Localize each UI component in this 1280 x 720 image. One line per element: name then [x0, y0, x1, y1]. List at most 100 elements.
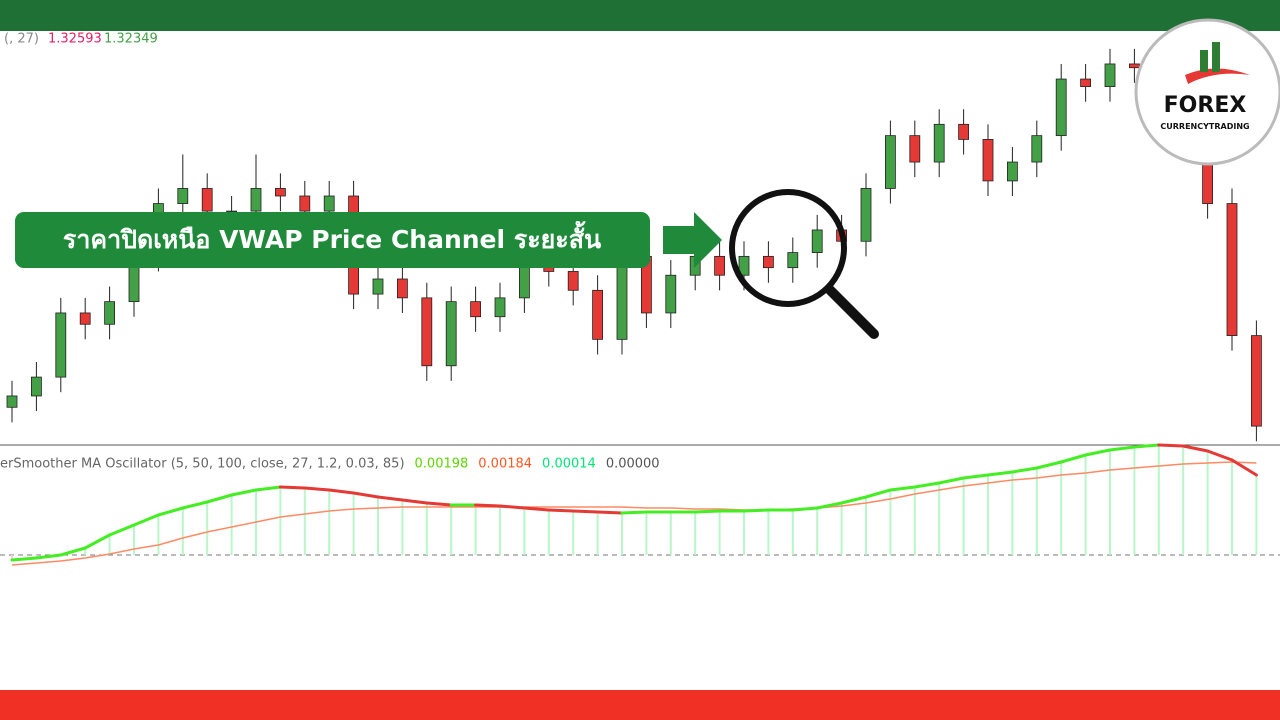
main-line-segment [913, 481, 941, 489]
oscillator-value: 0.00000 [606, 457, 660, 472]
candle-body [1104, 63, 1116, 87]
main-line-segment [230, 488, 258, 497]
main-line-segment [791, 506, 819, 512]
candle-body [1031, 135, 1043, 163]
legend-prefix: (, 27) [4, 32, 39, 47]
candle-body [177, 188, 189, 204]
candle-body [665, 274, 677, 314]
main-line-segment [1108, 445, 1136, 452]
oscillator-value: 0.00198 [415, 457, 469, 472]
candle-body [396, 278, 408, 299]
magnifier [729, 189, 847, 307]
logo-bar [1212, 42, 1220, 72]
candle-body [494, 297, 506, 318]
candle-body [299, 195, 311, 212]
candle-body [1251, 335, 1262, 427]
main-line-segment [474, 503, 502, 508]
main-line-segment [937, 476, 966, 485]
candle-body [787, 252, 799, 269]
arrow [663, 212, 722, 268]
main-line-segment [425, 501, 453, 507]
callout-text: ราคาปิดเหนือ VWAP Price Channel ระยะสั้น [63, 220, 601, 254]
main-line-segment [352, 491, 380, 499]
main-line-segment [400, 498, 429, 505]
magnifier-handle [825, 285, 879, 339]
main-line-segment [34, 553, 63, 560]
candle-body [274, 188, 286, 197]
candle-body [30, 376, 42, 397]
main-line-segment [327, 488, 356, 495]
main-line-segment [742, 508, 770, 513]
candle-body [1226, 203, 1238, 336]
main-line-segment [1181, 444, 1210, 453]
main-line-segment [1230, 458, 1258, 477]
logo-brand: FOREX [1164, 93, 1247, 118]
callout-box [15, 212, 650, 268]
footer-bar [0, 690, 1280, 720]
candle-body [55, 312, 67, 378]
header-bar [0, 0, 1280, 31]
signal-line [11, 461, 1257, 566]
logo-badge [1134, 18, 1280, 166]
logo-swoosh [1185, 68, 1250, 84]
candle-body [470, 301, 482, 318]
candle-body [1080, 78, 1091, 87]
candle-body [201, 188, 213, 212]
main-line-segment [522, 506, 551, 512]
main-line-segment [498, 504, 526, 510]
candle-body [860, 188, 872, 242]
oscillator-label: erSmoother MA Oscillator (5, 50, 100, cl… [0, 457, 405, 472]
candle-body [323, 195, 335, 212]
candle-body [1129, 63, 1140, 69]
main-line-segment [888, 485, 917, 492]
candle-body [250, 188, 262, 212]
main-line-segment [254, 485, 282, 492]
main-line-segment [1206, 449, 1234, 462]
oscillator-value: 0.00184 [478, 457, 532, 472]
oscillator-legend: 0.00198 0.00184 0.00014 0.00000 [415, 457, 660, 472]
candle-body [763, 255, 774, 269]
oscillator [10, 443, 1258, 566]
candle-body [372, 278, 384, 295]
main-line-segment [840, 495, 868, 505]
main-line-segment [108, 523, 136, 537]
main-line-segment [1059, 453, 1088, 464]
oscillator-value: 0.00014 [542, 457, 596, 472]
candle-body [79, 312, 91, 325]
main-line-segment [205, 493, 234, 504]
main-line-segment [10, 556, 38, 562]
candle-body [1055, 78, 1067, 137]
main-line-segment [181, 500, 209, 510]
candle-body [592, 289, 603, 340]
candles [6, 48, 1262, 442]
candle-body [982, 139, 994, 182]
main-line-segment [1010, 466, 1039, 474]
main-line-segment [1035, 460, 1063, 470]
candle-body [519, 263, 530, 299]
main-line-segment [156, 506, 185, 517]
main-line-segment [376, 495, 404, 502]
main-line-segment [278, 485, 307, 490]
main-line-segment [1157, 443, 1185, 448]
candle-body [616, 255, 628, 340]
candle-body [811, 229, 823, 253]
main-line-segment [962, 473, 990, 480]
main-line-segment [1132, 443, 1161, 449]
main-line-segment [547, 508, 575, 513]
main-line-segment [59, 546, 87, 557]
logo-bar [1200, 50, 1208, 72]
main-line-segment [303, 486, 331, 492]
candle-body [909, 135, 921, 163]
candle-body [104, 301, 115, 325]
candle-body [1007, 161, 1018, 182]
candle-body [958, 123, 969, 140]
legend-high: 1.32593 [48, 32, 102, 47]
candle-body [738, 255, 750, 276]
candle-body [885, 135, 896, 189]
candle-body [445, 301, 457, 367]
main-line-segment [132, 513, 160, 527]
candle-body [933, 123, 945, 163]
candle-body [421, 297, 433, 367]
